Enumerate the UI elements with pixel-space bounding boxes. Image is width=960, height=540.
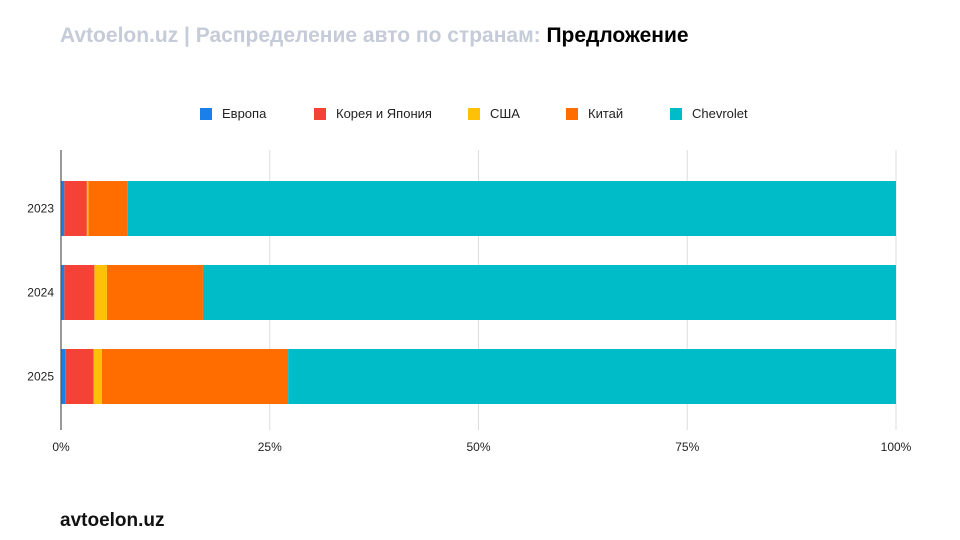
legend-swatch	[468, 107, 480, 120]
legend-item: Европа	[200, 106, 266, 121]
bar-segment	[61, 349, 66, 404]
legend-swatch	[200, 107, 212, 120]
y-tick-label: 2023	[27, 202, 54, 216]
legend-label: Китай	[588, 106, 624, 121]
legend-swatch	[314, 107, 326, 120]
legend: Европа Корея и Япония США Китай Chevrolet	[0, 106, 960, 126]
bar-segment	[65, 349, 94, 404]
bar-segment	[202, 265, 896, 320]
bar-segment	[64, 265, 95, 320]
bar-segment	[61, 265, 65, 320]
legend-item: Chevrolet	[670, 106, 748, 121]
legend-item: США	[468, 106, 520, 121]
x-tick-label: 50%	[466, 440, 490, 454]
x-tick-label: 100%	[881, 440, 912, 454]
title-prefix: Avtoelon.uz | Распределение авто по стра…	[60, 24, 547, 47]
x-tick-label: 0%	[52, 440, 70, 454]
legend-label: Корея и Япония	[336, 106, 432, 121]
bar-segment	[94, 265, 107, 320]
footer-brand: avtoelon.uz	[60, 510, 165, 531]
bar-segment	[61, 181, 65, 236]
title-highlight: Предложение	[546, 24, 689, 47]
legend-label: Chevrolet	[692, 106, 748, 121]
bar-segment	[86, 181, 89, 236]
legend-label: Европа	[222, 106, 267, 121]
legend-swatch	[670, 107, 682, 120]
x-tick-label: 75%	[675, 440, 699, 454]
bar-segment	[88, 181, 128, 236]
legend-label: США	[490, 106, 520, 121]
bar-segment	[64, 181, 87, 236]
x-tick-label: 25%	[258, 440, 282, 454]
bar-segment	[288, 349, 896, 404]
bar-segment	[101, 349, 289, 404]
legend-swatch	[566, 107, 578, 120]
y-tick-label: 2025	[27, 370, 54, 384]
bar-segment	[106, 265, 203, 320]
y-tick-label: 2024	[27, 286, 54, 300]
bar-segment	[93, 349, 102, 404]
bar-segment	[127, 181, 897, 236]
legend-item: Китай	[566, 106, 623, 121]
legend-item: Корея и Япония	[314, 106, 432, 121]
chart-title: Avtoelon.uz | Распределение авто по стра…	[60, 24, 689, 48]
